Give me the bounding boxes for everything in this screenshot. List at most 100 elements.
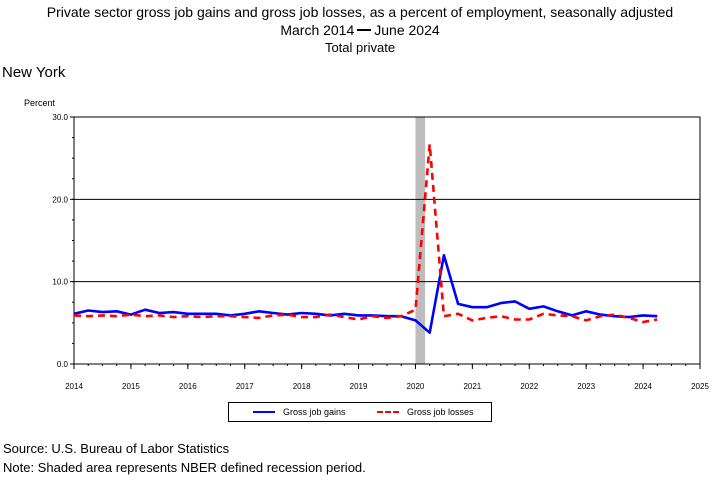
data-point-losses	[514, 318, 517, 321]
data-point-gains	[87, 309, 90, 312]
data-point-gains	[542, 305, 545, 308]
legend-label-losses: Gross job losses	[407, 407, 474, 417]
data-point-gains	[471, 306, 474, 309]
legend-label-gains: Gross job gains	[283, 407, 346, 417]
data-point-losses	[201, 316, 204, 319]
data-point-losses	[457, 312, 460, 315]
y-tick-label: 30.0	[52, 113, 68, 122]
data-point-losses	[115, 315, 118, 318]
data-point-losses	[315, 316, 318, 319]
data-point-gains	[443, 254, 446, 257]
plot-frame	[73, 116, 701, 365]
data-point-gains	[215, 312, 218, 315]
data-point-gains	[585, 310, 588, 313]
x-tick-label: 2016	[179, 382, 197, 391]
recession-note: Note: Shaded area represents NBER define…	[3, 460, 366, 475]
date-range-start: March 2014	[280, 22, 355, 38]
data-point-losses	[386, 317, 389, 320]
data-point-gains	[414, 319, 417, 322]
legend: Gross job gains Gross job losses	[228, 402, 492, 422]
data-point-gains	[258, 310, 261, 313]
x-tick-label: 2023	[577, 382, 595, 391]
data-point-gains	[343, 312, 346, 315]
x-tick-label: 2017	[236, 382, 254, 391]
data-point-losses	[542, 312, 545, 315]
data-point-losses	[414, 308, 417, 311]
data-point-losses	[215, 315, 218, 318]
legend-swatch-losses	[377, 411, 399, 413]
data-point-losses	[471, 319, 474, 322]
data-point-losses	[443, 315, 446, 318]
data-point-gains	[115, 310, 118, 313]
y-tick-label: 10.0	[52, 278, 68, 287]
x-tick-label: 2015	[122, 382, 140, 391]
data-point-gains	[187, 312, 190, 315]
x-tick-label: 2018	[293, 382, 311, 391]
data-point-gains	[144, 308, 147, 311]
data-point-losses	[286, 313, 289, 316]
data-point-losses	[599, 315, 602, 318]
data-point-losses	[243, 316, 246, 319]
y-axis-label: Percent	[24, 98, 56, 108]
y-tick-label: 20.0	[52, 195, 68, 204]
data-point-gains	[642, 314, 645, 317]
data-point-losses	[329, 313, 332, 316]
data-point-gains	[485, 306, 488, 309]
data-point-gains	[300, 312, 303, 315]
data-point-losses	[628, 317, 631, 320]
legend-swatch-gains	[253, 411, 275, 413]
data-point-gains	[243, 312, 246, 315]
source-note: Source: U.S. Bureau of Labor Statistics	[3, 441, 230, 456]
x-tick-label: 2019	[350, 382, 368, 391]
data-point-losses	[613, 313, 616, 316]
data-point-losses	[87, 315, 90, 318]
chart-title: Private sector gross job gains and gross…	[0, 3, 720, 57]
data-point-gains	[201, 312, 204, 315]
x-tick-label: 2024	[634, 382, 652, 391]
x-tick-label: 2025	[691, 382, 709, 391]
data-point-gains	[556, 310, 559, 313]
title-line-2: March 2014 June 2024	[0, 21, 720, 39]
y-tick-label: 0.0	[57, 360, 69, 369]
data-point-losses	[130, 313, 133, 316]
data-point-losses	[343, 316, 346, 319]
title-line-1: Private sector gross job gains and gross…	[46, 4, 674, 20]
data-point-losses	[187, 315, 190, 318]
data-point-gains	[357, 314, 360, 317]
data-point-gains	[514, 300, 517, 303]
region-label: New York	[2, 64, 66, 81]
x-tick-label: 2022	[520, 382, 538, 391]
data-point-losses	[101, 314, 104, 317]
series-line-gross-job-losses	[73, 142, 658, 324]
data-point-losses	[73, 314, 76, 317]
data-point-gains	[457, 303, 460, 306]
data-point-losses	[258, 317, 261, 320]
data-point-gains	[315, 312, 318, 315]
data-point-losses	[272, 314, 275, 317]
data-point-losses	[656, 318, 659, 321]
date-range-end: June 2024	[374, 22, 440, 38]
data-point-losses	[571, 315, 574, 318]
data-point-gains	[528, 308, 531, 311]
data-point-losses	[144, 315, 147, 318]
legend-item-gains: Gross job gains	[253, 407, 346, 417]
data-point-losses	[528, 318, 531, 321]
data-point-losses	[357, 318, 360, 321]
data-point-gains	[656, 315, 659, 318]
x-tick-label: 2021	[463, 382, 481, 391]
data-point-losses	[158, 314, 161, 317]
data-point-gains	[158, 312, 161, 315]
data-point-gains	[172, 311, 175, 314]
data-point-losses	[642, 321, 645, 324]
data-point-losses	[585, 319, 588, 322]
data-point-losses	[485, 317, 488, 320]
title-line-3: Total private	[324, 40, 396, 55]
data-point-losses	[428, 143, 431, 146]
data-point-gains	[101, 311, 104, 314]
data-point-losses	[556, 314, 559, 317]
series-line-gross-job-gains	[73, 254, 658, 335]
data-point-losses	[229, 315, 232, 318]
data-point-gains	[272, 312, 275, 315]
x-tick-label: 2014	[65, 382, 83, 391]
